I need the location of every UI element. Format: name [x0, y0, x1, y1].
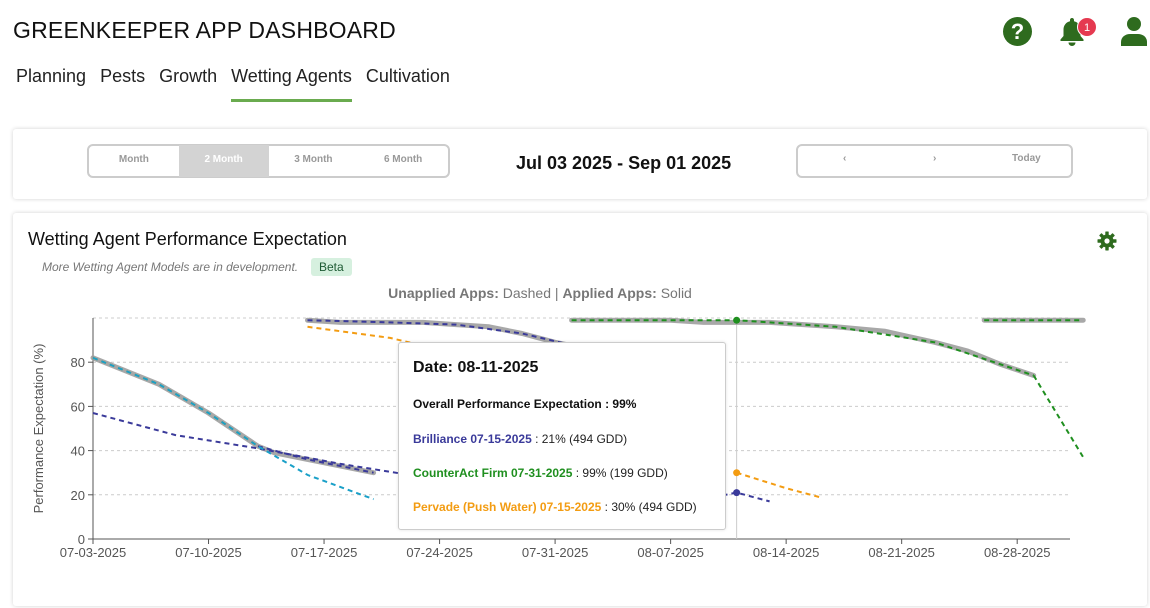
y-tick-label: 80: [71, 355, 85, 370]
help-icon[interactable]: ?: [1003, 17, 1032, 46]
chart-title: Wetting Agent Performance Expectation: [28, 229, 347, 249]
beta-badge: Beta: [311, 258, 352, 276]
series-line-solid: [90, 355, 377, 476]
date-navigation: ‹ › Today: [796, 144, 1073, 178]
x-tick-label: 08-14-2025: [753, 545, 820, 560]
user-icon[interactable]: [1120, 16, 1148, 46]
tooltip-row-brilliance: Brilliance 07-15-2025 : 21% (494 GDD): [413, 432, 711, 446]
legend-applied-label: Applied Apps:: [562, 285, 657, 301]
chart-tooltip: Date: 08-11-2025 Overall Performance Exp…: [398, 342, 726, 530]
tooltip-value: : 99% (199 GDD): [572, 466, 668, 480]
tab-cultivation[interactable]: Cultivation: [365, 66, 450, 86]
tooltip-row-counteract: CounterAct Firm 07-31-2025 : 99% (199 GD…: [413, 466, 711, 480]
tab-pests[interactable]: Pests: [100, 66, 146, 86]
legend-applied-value: Solid: [660, 285, 692, 301]
tab-growth[interactable]: Growth: [159, 66, 218, 86]
tooltip-name: CounterAct Firm 07-31-2025: [413, 466, 573, 480]
series-line-dashed: [1032, 374, 1085, 458]
today-button[interactable]: Today: [1012, 153, 1041, 164]
range-selector: Month 2 Month 3 Month 6 Month: [87, 144, 450, 178]
date-range-label: Jul 03 2025 - Sep 01 2025: [516, 153, 732, 173]
tooltip-date: Date: 08-11-2025: [413, 359, 539, 376]
tab-wetting-agents[interactable]: Wetting Agents: [231, 66, 352, 102]
data-point: [733, 489, 741, 497]
tooltip-value: : 30% (494 GDD): [601, 500, 697, 514]
y-tick-label: 60: [71, 399, 85, 414]
x-tick-label: 08-28-2025: [984, 545, 1051, 560]
range-2-month-button[interactable]: 2 Month: [178, 145, 269, 177]
y-tick-label: 40: [71, 444, 85, 459]
range-month-button[interactable]: Month: [118, 154, 149, 165]
tooltip-name: Brilliance 07-15-2025: [413, 432, 532, 446]
y-tick-label: 0: [78, 532, 85, 547]
x-tick-label: 08-21-2025: [868, 545, 935, 560]
x-tick-label: 07-10-2025: [175, 545, 242, 560]
y-tick-label: 20: [71, 488, 85, 503]
data-point: [733, 316, 741, 324]
legend-unapplied-label: Unapplied Apps:: [388, 285, 499, 301]
notification-badge: 1: [1077, 17, 1097, 37]
tooltip-value: : 21% (494 GDD): [531, 432, 628, 446]
series-line-dashed: [736, 471, 820, 498]
tooltip-name: Pervade (Push Water) 07-15-2025: [413, 500, 602, 514]
y-axis-label: Performance Expectation (%): [31, 344, 46, 514]
x-tick-label: 07-31-2025: [522, 545, 589, 560]
tooltip-overall: Overall Performance Expectation : 99%: [413, 397, 637, 411]
tooltip-row-pervade: Pervade (Push Water) 07-15-2025 : 30% (4…: [413, 500, 711, 514]
main-tabs: Planning Pests Growth Wetting Agents Cul…: [16, 66, 464, 102]
series-line-dashed: [92, 356, 374, 501]
series-line-dashed: [307, 319, 589, 350]
x-tick-label: 08-07-2025: [637, 545, 704, 560]
gear-icon[interactable]: [1097, 231, 1117, 251]
tab-planning[interactable]: Planning: [16, 66, 87, 86]
series-line-dashed: [571, 319, 1035, 377]
series-line-dashed: [92, 356, 259, 448]
prev-period-button[interactable]: ‹: [843, 153, 847, 164]
x-tick-label: 07-03-2025: [60, 545, 127, 560]
data-point: [733, 469, 741, 477]
x-tick-label: 07-24-2025: [406, 545, 473, 560]
legend-unapplied-value: Dashed: [502, 285, 552, 301]
series-line-solid: [569, 317, 1037, 378]
legend-separator: |: [554, 285, 559, 301]
x-tick-label: 07-17-2025: [291, 545, 358, 560]
range-6-month-button[interactable]: 6 Month: [383, 154, 423, 165]
app-title: GREENKEEPER APP DASHBOARD: [13, 17, 396, 43]
next-period-button[interactable]: ›: [933, 153, 937, 164]
line-style-legend: Unapplied Apps: Dashed | Applied Apps: S…: [0, 285, 1080, 301]
range-3-month-button[interactable]: 3 Month: [294, 154, 333, 165]
development-note: More Wetting Agent Models are in develop…: [42, 260, 299, 274]
